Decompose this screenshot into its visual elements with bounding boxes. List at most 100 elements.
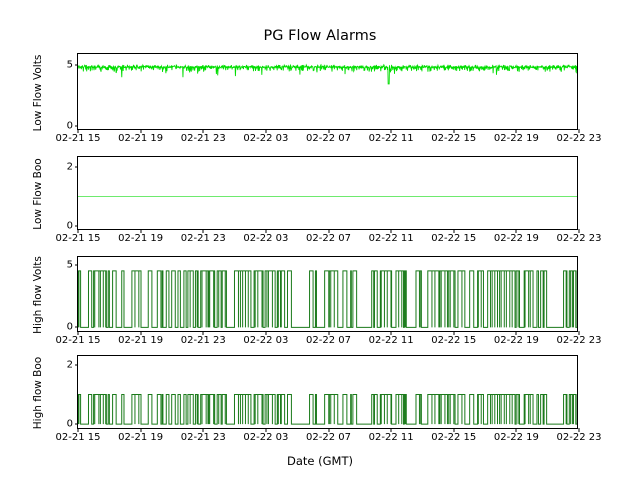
x-tick-label: 02-22 23	[556, 432, 602, 443]
x-tick-mark	[328, 428, 329, 432]
y-axis-label-2: High flow Volts	[32, 256, 44, 334]
x-tick-mark	[202, 229, 204, 233]
x-tick-mark	[140, 229, 142, 233]
series-high-flow-volts	[78, 270, 577, 328]
x-tick-mark	[328, 229, 329, 233]
x-tick-label: 02-22 15	[431, 432, 477, 443]
subplot-low-flow-boolean: 0 2 Low Flow Boo 02-21 15 02-21 19 02-21 23 02…	[32, 156, 601, 244]
x-tick-label: 02-22 03	[243, 233, 289, 244]
x-tick-mark	[515, 229, 517, 233]
x-tick-label: 02-21 15	[55, 233, 101, 244]
y-tick-mark	[74, 326, 78, 328]
x-tick-mark	[140, 129, 142, 133]
x-tick-label: 02-22 23	[556, 133, 602, 144]
x-tick-label: 02-22 07	[306, 335, 351, 346]
x-tick-label: 02-21 19	[118, 432, 164, 443]
x-tick-mark	[77, 129, 79, 133]
x-tick-mark	[453, 229, 455, 233]
subplot-high-flow-volts: 0 5 High flow Volts 02-21 15 02-21 19 02-21 2…	[32, 256, 601, 346]
x-tick-label: 02-22 19	[493, 133, 539, 144]
x-tick-mark	[265, 129, 267, 133]
x-tick-label: 02-21 19	[118, 133, 164, 144]
plot-area-0	[78, 54, 577, 129]
y-tick-mark	[74, 225, 78, 227]
trace-path	[78, 63, 577, 85]
x-tick-label: 02-22 19	[493, 335, 539, 346]
x-tick-label: 02-22 07	[306, 432, 351, 443]
x-tick-label: 02-22 07	[306, 233, 351, 244]
subplot-low-flow-volts: 0 5 Low Flow Volts 02-21 15 02-21 19 02-21 23…	[32, 53, 601, 144]
x-tick-label: 02-22 23	[556, 335, 602, 346]
x-tick-mark	[453, 129, 455, 133]
series-high-flow-boolean	[78, 393, 577, 425]
x-tick-label: 02-22 15	[431, 233, 477, 244]
x-tick-label: 02-22 11	[368, 335, 414, 346]
x-tick-label: 02-21 15	[55, 335, 101, 346]
x-tick-mark	[265, 428, 267, 432]
x-tick-mark	[578, 428, 580, 432]
x-tick-label: 02-22 03	[243, 432, 289, 443]
x-tick-mark	[578, 229, 580, 233]
y-tick-label: 5	[66, 259, 73, 271]
x-tick-label: 02-22 03	[243, 335, 289, 346]
x-tick-mark	[265, 229, 267, 233]
x-tick-mark	[77, 428, 79, 432]
x-tick-mark	[578, 129, 580, 133]
x-tick-label: 02-21 23	[180, 335, 226, 346]
x-tick-mark	[202, 428, 204, 432]
x-tick-mark	[77, 229, 79, 233]
x-tick-mark	[140, 331, 142, 335]
y-axis-label-0: Low Flow Volts	[32, 54, 44, 131]
x-tick-label: 02-22 03	[243, 133, 289, 144]
y-tick-label: 0	[66, 220, 73, 232]
x-tick-mark	[390, 129, 392, 133]
x-tick-label: 02-21 19	[118, 335, 164, 346]
x-tick-label: 02-22 15	[431, 335, 477, 346]
y-tick-label: 2	[66, 359, 73, 371]
x-tick-mark	[390, 331, 392, 335]
x-tick-mark	[453, 331, 455, 335]
y-tick-mark	[74, 125, 78, 127]
x-tick-mark	[265, 331, 267, 335]
subplot-high-flow-boolean: 0 2 High flow Boo 02-21 15 02-21 19 02-21 23 0…	[32, 355, 601, 443]
x-tick-mark	[453, 428, 455, 432]
x-tick-mark	[515, 331, 517, 335]
x-tick-label: 02-22 11	[368, 133, 414, 144]
x-tick-label: 02-22 07	[306, 133, 351, 144]
plot-area-1	[78, 157, 577, 229]
plot-area-3	[78, 356, 577, 428]
x-tick-mark	[140, 428, 142, 432]
x-tick-mark	[578, 331, 580, 335]
x-tick-mark	[390, 428, 392, 432]
y-tick-mark	[74, 166, 78, 168]
series-low-flow-volts	[78, 63, 577, 85]
y-tick-label: 0	[66, 120, 73, 132]
chart-title: PG Flow Alarms	[263, 28, 377, 44]
x-tick-mark	[328, 331, 329, 335]
x-tick-mark	[515, 129, 517, 133]
series-low-flow-boolean	[78, 195, 577, 198]
trace-path	[78, 393, 577, 425]
x-tick-mark	[202, 129, 204, 133]
x-tick-label: 02-22 15	[431, 133, 477, 144]
x-tick-mark	[328, 129, 329, 133]
y-tick-mark	[74, 364, 78, 366]
x-axis-label: Date (GMT)	[287, 454, 353, 468]
plot-area-2	[78, 257, 577, 331]
x-tick-mark	[77, 331, 79, 335]
x-tick-label: 02-22 11	[368, 233, 414, 244]
x-tick-label: 02-21 23	[180, 233, 226, 244]
y-tick-mark	[74, 423, 78, 425]
y-tick-mark	[74, 264, 78, 266]
x-tick-label: 02-21 15	[55, 133, 101, 144]
x-tick-label: 02-21 23	[180, 133, 226, 144]
y-tick-label: 5	[66, 59, 73, 71]
y-tick-label: 0	[66, 418, 73, 430]
y-axis-label-1: Low Flow Boo	[32, 158, 44, 230]
x-tick-mark	[390, 229, 392, 233]
x-tick-mark	[202, 331, 204, 335]
y-tick-label: 0	[66, 321, 73, 333]
y-tick-mark	[74, 64, 78, 66]
trace-path	[78, 270, 577, 328]
